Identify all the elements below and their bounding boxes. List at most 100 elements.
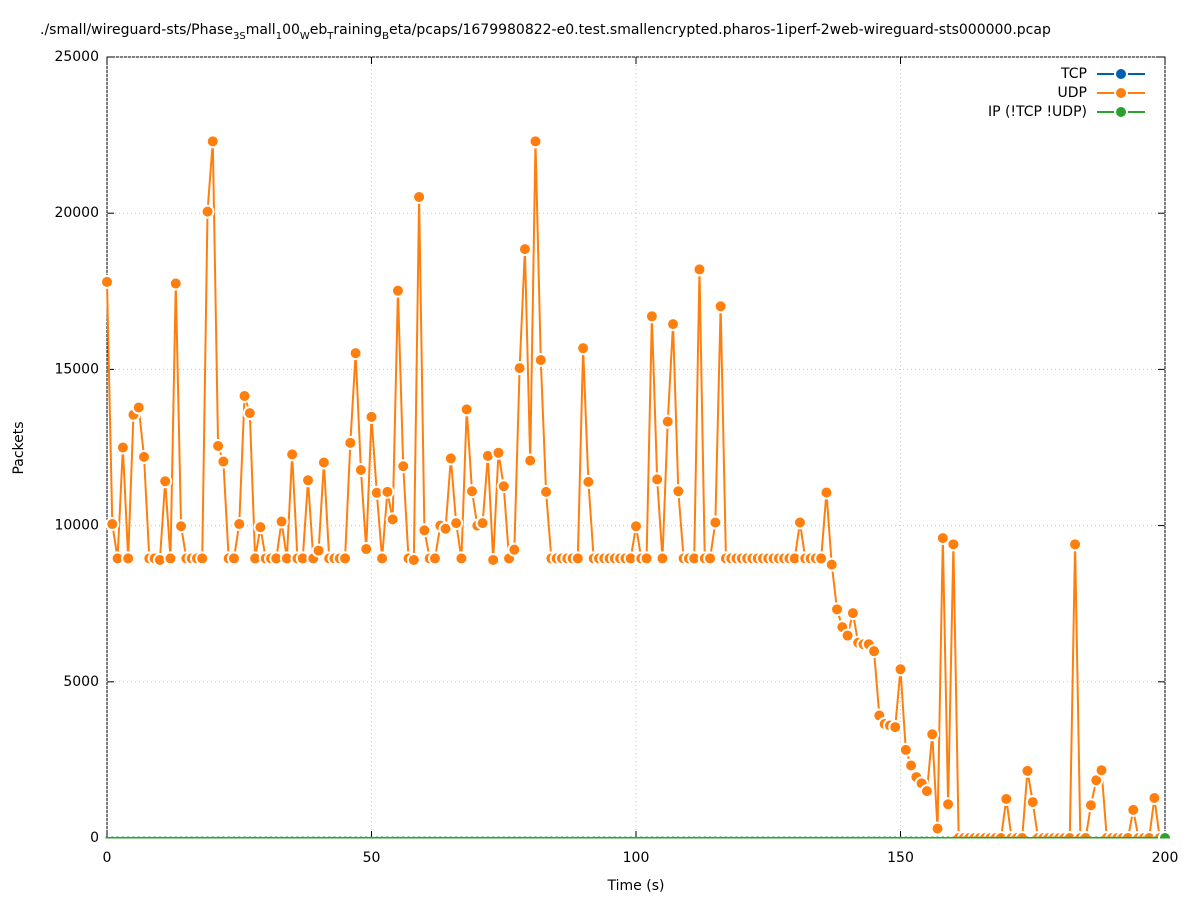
data-point xyxy=(724,836,728,839)
data-point xyxy=(1025,795,1040,810)
data-point xyxy=(168,836,172,839)
data-point xyxy=(190,836,194,839)
data-point xyxy=(359,542,374,557)
data-point xyxy=(745,836,749,839)
data-point xyxy=(930,821,945,836)
data-point xyxy=(735,836,739,839)
data-point xyxy=(999,791,1014,806)
data-point xyxy=(946,537,961,552)
data-point xyxy=(163,836,167,839)
data-point xyxy=(571,836,575,839)
data-point xyxy=(824,557,839,572)
data-point xyxy=(311,836,315,839)
data-point xyxy=(359,836,363,839)
data-point xyxy=(946,836,950,839)
data-point xyxy=(999,836,1003,839)
data-point xyxy=(137,836,141,839)
data-point xyxy=(211,836,215,839)
data-point xyxy=(322,836,326,839)
data-point xyxy=(1158,831,1172,839)
data-point xyxy=(549,836,553,839)
data-point xyxy=(565,836,569,839)
data-point xyxy=(311,543,326,558)
data-point xyxy=(925,727,940,742)
data-point xyxy=(396,836,400,839)
data-point xyxy=(131,836,135,839)
data-point xyxy=(840,628,855,643)
data-point xyxy=(486,836,490,839)
data-point xyxy=(962,836,966,839)
data-point xyxy=(396,459,411,474)
data-point xyxy=(951,836,955,839)
data-point xyxy=(930,836,934,839)
title-part: ./small/wireguard-sts/Phase xyxy=(40,22,233,38)
data-point xyxy=(391,836,395,839)
data-point xyxy=(1078,836,1082,839)
legend-label: IP (!TCP !UDP) xyxy=(988,104,1087,120)
data-point xyxy=(708,836,712,839)
data-point xyxy=(586,836,590,839)
data-point xyxy=(385,836,389,839)
data-point xyxy=(787,836,791,839)
data-point xyxy=(803,836,807,839)
data-point xyxy=(443,451,458,466)
data-point xyxy=(116,836,120,839)
data-point xyxy=(1110,836,1114,839)
data-point xyxy=(830,836,834,839)
data-point xyxy=(528,836,532,839)
data-point xyxy=(406,552,421,567)
x-tick-label: 50 xyxy=(363,850,381,866)
data-point xyxy=(1010,836,1014,839)
data-point xyxy=(507,836,511,839)
legend-marker xyxy=(1114,105,1128,119)
data-point xyxy=(401,836,405,839)
data-point xyxy=(708,515,723,530)
data-point xyxy=(168,276,183,291)
data-point xyxy=(491,445,506,460)
data-point xyxy=(682,836,686,839)
data-point xyxy=(517,242,532,257)
data-point xyxy=(618,836,622,839)
data-point xyxy=(496,479,511,494)
data-point xyxy=(1115,836,1119,839)
data-point xyxy=(533,353,548,368)
data-point xyxy=(660,836,664,839)
data-point xyxy=(438,836,442,839)
plot-area xyxy=(100,134,1172,839)
data-point xyxy=(544,836,548,839)
data-point xyxy=(301,473,316,488)
data-point xyxy=(581,474,596,489)
data-point xyxy=(840,836,844,839)
data-point xyxy=(719,836,723,839)
data-point xyxy=(195,551,210,566)
data-point xyxy=(348,346,363,361)
data-point xyxy=(1084,836,1088,839)
data-point xyxy=(729,836,733,839)
data-point xyxy=(1062,836,1066,839)
title-part: 3S xyxy=(233,31,246,42)
data-point xyxy=(899,836,902,839)
data-point xyxy=(438,521,453,536)
data-point xyxy=(523,836,527,839)
data-point xyxy=(629,836,633,839)
y-axis-label: Packets xyxy=(11,421,27,474)
data-point xyxy=(216,454,231,469)
data-point xyxy=(772,836,776,839)
data-point xyxy=(232,836,236,839)
legend-marker xyxy=(1114,67,1128,81)
data-point xyxy=(634,836,638,839)
data-point xyxy=(782,836,786,839)
data-point xyxy=(697,836,701,839)
data-point xyxy=(470,836,474,839)
data-point xyxy=(206,836,210,839)
data-point xyxy=(644,309,659,324)
data-point xyxy=(639,836,643,839)
title-part: eta/pcaps/1679980822-e0.test.smallencryp… xyxy=(389,22,1051,38)
data-point xyxy=(935,531,950,546)
data-point xyxy=(496,836,500,839)
data-point xyxy=(1089,836,1093,839)
data-point xyxy=(518,836,522,839)
data-point xyxy=(195,836,199,839)
data-point xyxy=(512,361,527,376)
data-point xyxy=(539,836,543,839)
